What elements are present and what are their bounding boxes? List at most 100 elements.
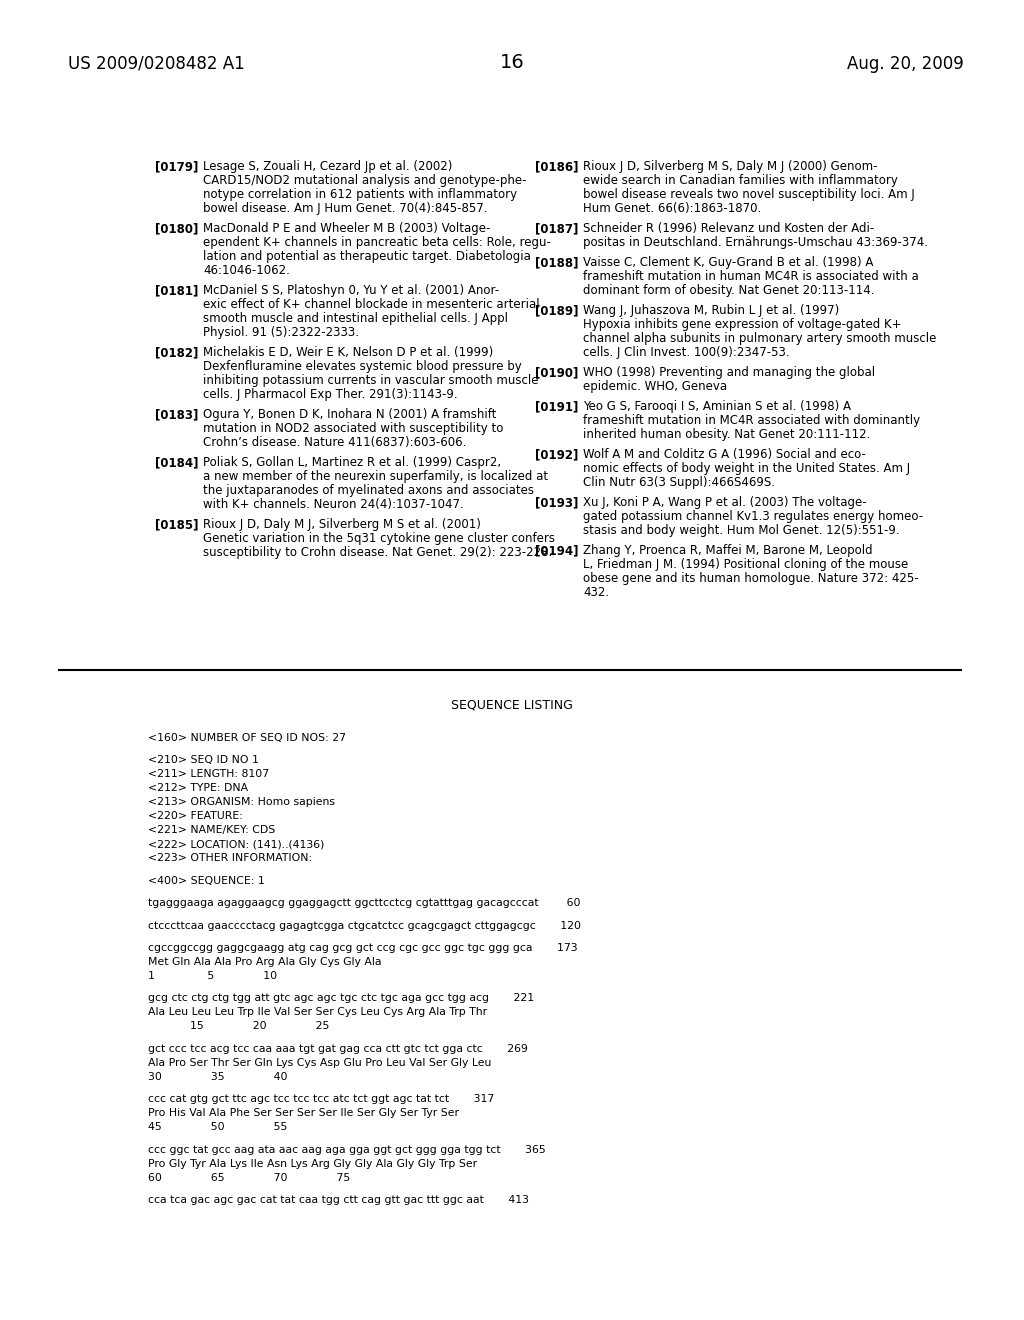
Text: gated potassium channel Kv1.3 regulates energy homeo-: gated potassium channel Kv1.3 regulates …	[583, 510, 923, 523]
Text: exic effect of K+ channel blockade in mesenteric arterial: exic effect of K+ channel blockade in me…	[203, 298, 540, 312]
Text: Rioux J D, Silverberg M S, Daly M J (2000) Genom-: Rioux J D, Silverberg M S, Daly M J (200…	[583, 160, 878, 173]
Text: SEQUENCE LISTING: SEQUENCE LISTING	[451, 698, 573, 711]
Text: tgagggaaga agaggaagcg ggaggagctt ggcttcctcg cgtatttgag gacagcccat        60: tgagggaaga agaggaagcg ggaggagctt ggcttcc…	[148, 898, 581, 908]
Text: 16: 16	[500, 53, 524, 73]
Text: bowel disease reveals two novel susceptibility loci. Am J: bowel disease reveals two novel suscepti…	[583, 187, 914, 201]
Text: ctcccttcaa gaacccctacg gagagtcgga ctgcatctcc gcagcgagct cttggagcgc       120: ctcccttcaa gaacccctacg gagagtcgga ctgcat…	[148, 920, 581, 931]
Text: notype correlation in 612 patients with inflammatory: notype correlation in 612 patients with …	[203, 187, 517, 201]
Text: <160> NUMBER OF SEQ ID NOS: 27: <160> NUMBER OF SEQ ID NOS: 27	[148, 733, 346, 743]
Text: ewide search in Canadian families with inflammatory: ewide search in Canadian families with i…	[583, 174, 898, 187]
Text: stasis and body weight. Hum Mol Genet. 12(5):551-9.: stasis and body weight. Hum Mol Genet. 1…	[583, 524, 900, 537]
Text: bowel disease. Am J Hum Genet. 70(4):845-857.: bowel disease. Am J Hum Genet. 70(4):845…	[203, 202, 487, 215]
Text: <222> LOCATION: (141)..(4136): <222> LOCATION: (141)..(4136)	[148, 840, 325, 849]
Text: susceptibility to Crohn disease. Nat Genet. 29(2): 223-228.: susceptibility to Crohn disease. Nat Gen…	[203, 546, 552, 558]
Text: [0184]: [0184]	[155, 455, 199, 469]
Text: frameshift mutation in MC4R associated with dominantly: frameshift mutation in MC4R associated w…	[583, 414, 921, 426]
Text: Hypoxia inhibits gene expression of voltage-gated K+: Hypoxia inhibits gene expression of volt…	[583, 318, 901, 331]
Text: ependent K+ channels in pancreatic beta cells: Role, regu-: ependent K+ channels in pancreatic beta …	[203, 236, 551, 249]
Text: Aug. 20, 2009: Aug. 20, 2009	[847, 55, 964, 73]
Text: [0179]: [0179]	[155, 160, 199, 173]
Text: <211> LENGTH: 8107: <211> LENGTH: 8107	[148, 770, 269, 779]
Text: Xu J, Koni P A, Wang P et al. (2003) The voltage-: Xu J, Koni P A, Wang P et al. (2003) The…	[583, 496, 866, 510]
Text: <210> SEQ ID NO 1: <210> SEQ ID NO 1	[148, 755, 259, 766]
Text: 60              65              70              75: 60 65 70 75	[148, 1172, 350, 1183]
Text: McDaniel S S, Platoshyn 0, Yu Y et al. (2001) Anor-: McDaniel S S, Platoshyn 0, Yu Y et al. (…	[203, 284, 499, 297]
Text: [0189]: [0189]	[535, 304, 579, 317]
Text: Zhang Y, Proenca R, Maffei M, Barone M, Leopold: Zhang Y, Proenca R, Maffei M, Barone M, …	[583, 544, 872, 557]
Text: Pro His Val Ala Phe Ser Ser Ser Ser Ile Ser Gly Ser Tyr Ser: Pro His Val Ala Phe Ser Ser Ser Ser Ile …	[148, 1109, 459, 1118]
Text: Ala Leu Leu Leu Trp Ile Val Ser Ser Cys Leu Cys Arg Ala Trp Thr: Ala Leu Leu Leu Trp Ile Val Ser Ser Cys …	[148, 1007, 487, 1018]
Text: <212> TYPE: DNA: <212> TYPE: DNA	[148, 783, 248, 793]
Text: cgccggccgg gaggcgaagg atg cag gcg gct ccg cgc gcc ggc tgc ggg gca       173: cgccggccgg gaggcgaagg atg cag gcg gct cc…	[148, 942, 578, 953]
Text: Ala Pro Ser Thr Ser Gln Lys Cys Asp Glu Pro Leu Val Ser Gly Leu: Ala Pro Ser Thr Ser Gln Lys Cys Asp Glu …	[148, 1057, 492, 1068]
Text: cells. J Pharmacol Exp Ther. 291(3):1143-9.: cells. J Pharmacol Exp Ther. 291(3):1143…	[203, 388, 458, 401]
Text: inherited human obesity. Nat Genet 20:111-112.: inherited human obesity. Nat Genet 20:11…	[583, 428, 870, 441]
Text: a new member of the neurexin superfamily, is localized at: a new member of the neurexin superfamily…	[203, 470, 548, 483]
Text: Wang J, Juhaszova M, Rubin L J et al. (1997): Wang J, Juhaszova M, Rubin L J et al. (1…	[583, 304, 840, 317]
Text: Schneider R (1996) Relevanz und Kosten der Adi-: Schneider R (1996) Relevanz und Kosten d…	[583, 222, 874, 235]
Text: 15              20              25: 15 20 25	[148, 1022, 330, 1031]
Text: L, Friedman J M. (1994) Positional cloning of the mouse: L, Friedman J M. (1994) Positional cloni…	[583, 558, 908, 572]
Text: [0180]: [0180]	[155, 222, 199, 235]
Text: Clin Nutr 63(3 Suppl):466S469S.: Clin Nutr 63(3 Suppl):466S469S.	[583, 477, 775, 488]
Text: [0186]: [0186]	[535, 160, 579, 173]
Text: 46:1046-1062.: 46:1046-1062.	[203, 264, 290, 277]
Text: cells. J Clin Invest. 100(9):2347-53.: cells. J Clin Invest. 100(9):2347-53.	[583, 346, 790, 359]
Text: dominant form of obesity. Nat Genet 20:113-114.: dominant form of obesity. Nat Genet 20:1…	[583, 284, 874, 297]
Text: Lesage S, Zouali H, Cezard Jp et al. (2002): Lesage S, Zouali H, Cezard Jp et al. (20…	[203, 160, 453, 173]
Text: <221> NAME/KEY: CDS: <221> NAME/KEY: CDS	[148, 825, 275, 836]
Text: Rioux J D, Daly M J, Silverberg M S et al. (2001): Rioux J D, Daly M J, Silverberg M S et a…	[203, 517, 481, 531]
Text: gct ccc tcc acg tcc caa aaa tgt gat gag cca ctt gtc tct gga ctc       269: gct ccc tcc acg tcc caa aaa tgt gat gag …	[148, 1044, 528, 1053]
Text: Michelakis E D, Weir E K, Nelson D P et al. (1999): Michelakis E D, Weir E K, Nelson D P et …	[203, 346, 494, 359]
Text: Pro Gly Tyr Ala Lys Ile Asn Lys Arg Gly Gly Ala Gly Gly Trp Ser: Pro Gly Tyr Ala Lys Ile Asn Lys Arg Gly …	[148, 1159, 477, 1168]
Text: obese gene and its human homologue. Nature 372: 425-: obese gene and its human homologue. Natu…	[583, 572, 919, 585]
Text: [0185]: [0185]	[155, 517, 199, 531]
Text: nomic effects of body weight in the United States. Am J: nomic effects of body weight in the Unit…	[583, 462, 910, 475]
Text: channel alpha subunits in pulmonary artery smooth muscle: channel alpha subunits in pulmonary arte…	[583, 333, 936, 345]
Text: ccc ggc tat gcc aag ata aac aag aga gga ggt gct ggg gga tgg tct       365: ccc ggc tat gcc aag ata aac aag aga gga …	[148, 1144, 546, 1155]
Text: mutation in NOD2 associated with susceptibility to: mutation in NOD2 associated with suscept…	[203, 422, 504, 436]
Text: epidemic. WHO, Geneva: epidemic. WHO, Geneva	[583, 380, 727, 393]
Text: [0193]: [0193]	[535, 496, 579, 510]
Text: cca tca gac agc gac cat tat caa tgg ctt cag gtt gac ttt ggc aat       413: cca tca gac agc gac cat tat caa tgg ctt …	[148, 1195, 529, 1205]
Text: [0187]: [0187]	[535, 222, 579, 235]
Text: 1               5              10: 1 5 10	[148, 972, 278, 981]
Text: Ogura Y, Bonen D K, Inohara N (2001) A framshift: Ogura Y, Bonen D K, Inohara N (2001) A f…	[203, 408, 497, 421]
Text: Physiol. 91 (5):2322-2333.: Physiol. 91 (5):2322-2333.	[203, 326, 359, 339]
Text: MacDonald P E and Wheeler M B (2003) Voltage-: MacDonald P E and Wheeler M B (2003) Vol…	[203, 222, 490, 235]
Text: US 2009/0208482 A1: US 2009/0208482 A1	[68, 55, 245, 73]
Text: CARD15/NOD2 mutational analysis and genotype-phe-: CARD15/NOD2 mutational analysis and geno…	[203, 174, 526, 187]
Text: Crohn’s disease. Nature 411(6837):603-606.: Crohn’s disease. Nature 411(6837):603-60…	[203, 436, 466, 449]
Text: 45              50              55: 45 50 55	[148, 1122, 288, 1133]
Text: 432.: 432.	[583, 586, 609, 599]
Text: Yeo G S, Farooqi I S, Aminian S et al. (1998) A: Yeo G S, Farooqi I S, Aminian S et al. (…	[583, 400, 851, 413]
Text: inhibiting potassium currents in vascular smooth muscle: inhibiting potassium currents in vascula…	[203, 374, 539, 387]
Text: <220> FEATURE:: <220> FEATURE:	[148, 812, 243, 821]
Text: [0194]: [0194]	[535, 544, 579, 557]
Text: ccc cat gtg gct ttc agc tcc tcc tcc atc tct ggt agc tat tct       317: ccc cat gtg gct ttc agc tcc tcc tcc atc …	[148, 1094, 495, 1105]
Text: [0192]: [0192]	[535, 447, 579, 461]
Text: the juxtaparanodes of myelinated axons and associates: the juxtaparanodes of myelinated axons a…	[203, 484, 534, 498]
Text: [0182]: [0182]	[155, 346, 199, 359]
Text: Hum Genet. 66(6):1863-1870.: Hum Genet. 66(6):1863-1870.	[583, 202, 761, 215]
Text: Poliak S, Gollan L, Martinez R et al. (1999) Caspr2,: Poliak S, Gollan L, Martinez R et al. (1…	[203, 455, 501, 469]
Text: frameshift mutation in human MC4R is associated with a: frameshift mutation in human MC4R is ass…	[583, 271, 919, 282]
Text: positas in Deutschland. Ernährungs-Umschau 43:369-374.: positas in Deutschland. Ernährungs-Umsch…	[583, 236, 928, 249]
Text: [0191]: [0191]	[535, 400, 579, 413]
Text: smooth muscle and intestinal epithelial cells. J Appl: smooth muscle and intestinal epithelial …	[203, 312, 508, 325]
Text: 30              35              40: 30 35 40	[148, 1072, 288, 1082]
Text: Vaisse C, Clement K, Guy-Grand B et al. (1998) A: Vaisse C, Clement K, Guy-Grand B et al. …	[583, 256, 873, 269]
Text: <223> OTHER INFORMATION:: <223> OTHER INFORMATION:	[148, 854, 312, 863]
Text: [0181]: [0181]	[155, 284, 199, 297]
Text: lation and potential as therapeutic target. Diabetologia: lation and potential as therapeutic targ…	[203, 249, 530, 263]
Text: Dexfenfluramine elevates systemic blood pressure by: Dexfenfluramine elevates systemic blood …	[203, 360, 522, 374]
Text: [0183]: [0183]	[155, 408, 199, 421]
Text: Wolf A M and Colditz G A (1996) Social and eco-: Wolf A M and Colditz G A (1996) Social a…	[583, 447, 866, 461]
Text: WHO (1998) Preventing and managing the global: WHO (1998) Preventing and managing the g…	[583, 366, 876, 379]
Text: with K+ channels. Neuron 24(4):1037-1047.: with K+ channels. Neuron 24(4):1037-1047…	[203, 498, 464, 511]
Text: Met Gln Ala Ala Pro Arg Ala Gly Cys Gly Ala: Met Gln Ala Ala Pro Arg Ala Gly Cys Gly …	[148, 957, 382, 968]
Text: [0188]: [0188]	[535, 256, 579, 269]
Text: <213> ORGANISM: Homo sapiens: <213> ORGANISM: Homo sapiens	[148, 797, 335, 808]
Text: gcg ctc ctg ctg tgg att gtc agc agc tgc ctc tgc aga gcc tgg acg       221: gcg ctc ctg ctg tgg att gtc agc agc tgc …	[148, 994, 535, 1003]
Text: [0190]: [0190]	[535, 366, 579, 379]
